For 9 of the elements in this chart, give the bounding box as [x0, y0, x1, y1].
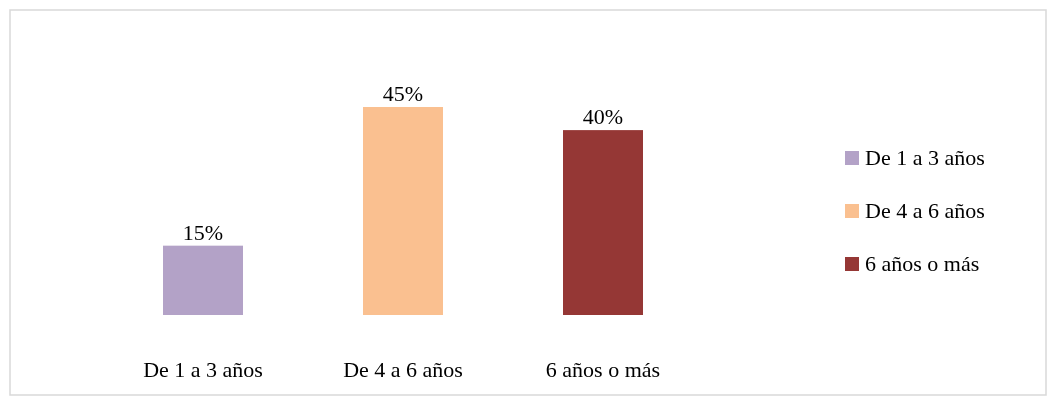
data-label: 40% — [582, 104, 624, 130]
data-label: 45% — [382, 81, 424, 106]
x-tick-label: De 4 a 6 años — [343, 357, 463, 382]
data-label: 15% — [182, 219, 224, 245]
legend-label: De 1 a 3 años — [865, 145, 985, 170]
legend-label: 6 años o más — [865, 251, 980, 276]
x-tick-label: 6 años o más — [545, 357, 661, 382]
legend-label: De 4 a 6 años — [865, 198, 985, 223]
x-tick-label: De 1 a 3 años — [143, 357, 263, 382]
